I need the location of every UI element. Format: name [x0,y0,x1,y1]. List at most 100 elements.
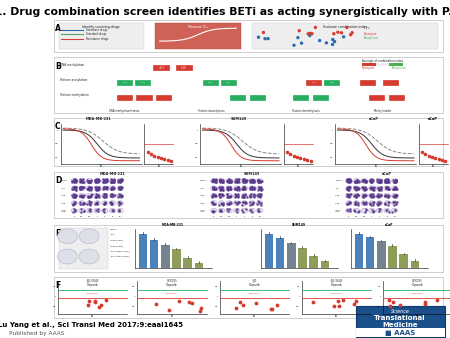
Point [258,179,265,184]
Point [257,193,264,199]
Point [209,187,216,192]
Bar [276,238,284,268]
Point [376,179,383,184]
Point [84,186,91,191]
Point [86,178,93,184]
Point [93,187,100,193]
Text: 1.5: 1.5 [296,286,300,287]
Point [369,187,377,193]
Point [212,193,219,198]
Point [111,178,118,183]
Point [80,200,87,206]
Point [391,202,398,207]
Text: 1: 1 [236,216,237,217]
Circle shape [256,178,263,183]
Circle shape [218,186,225,191]
Point [95,185,102,190]
Text: Fa: Fa [253,314,256,318]
Point [392,194,400,199]
Text: 0.83: 0.83 [330,82,334,83]
Point [392,177,400,183]
Point [85,186,92,192]
Point [103,191,110,197]
Circle shape [346,193,352,198]
Text: 1: 1 [216,296,218,297]
Point [70,202,77,208]
Point [250,177,257,183]
Point [234,207,241,212]
Point [369,177,376,183]
Bar [150,240,158,268]
Point [360,179,367,184]
Point [355,178,362,184]
Point [344,177,351,182]
Point [375,208,382,214]
Point [334,29,342,35]
Point [375,177,382,183]
Point [346,206,353,212]
Point [382,179,390,184]
Point [71,192,78,197]
Point [361,179,369,184]
Point [256,179,263,185]
Point [370,185,377,191]
Point [346,192,354,197]
Point [255,177,262,183]
Point [234,179,241,185]
Circle shape [109,208,116,213]
Point [116,199,123,205]
Point [376,186,383,191]
Text: Synergism: Synergism [166,293,178,294]
Point [346,200,353,206]
Point [212,177,219,183]
Point [217,178,225,184]
Point [80,192,87,198]
Point [255,34,262,40]
Point [209,200,216,206]
Point [116,179,123,185]
Bar [252,23,438,49]
Point [353,200,360,205]
Point [345,179,352,185]
Point [368,178,375,184]
Text: 0.85: 0.85 [208,82,213,83]
Point [340,34,347,40]
Circle shape [392,201,398,206]
Point [108,179,116,185]
Bar [156,95,172,101]
Point [209,193,216,199]
Point [219,193,226,198]
Point [85,199,92,204]
Point [354,186,361,191]
Point [391,187,398,192]
Text: 1: 1 [57,129,58,130]
Circle shape [102,186,108,191]
Bar [202,80,219,86]
Point [232,178,239,184]
Point [108,180,115,185]
Point [108,191,115,197]
Point [219,185,226,191]
Point [261,36,269,42]
Point [249,202,256,207]
Point [346,186,353,191]
Point [240,185,247,190]
Point [104,177,111,182]
Point [392,192,399,197]
Point [347,192,355,197]
Point [92,201,99,207]
Point [91,194,99,200]
Point [86,179,94,185]
Point [72,187,80,192]
Bar [54,20,443,52]
Point [116,177,123,183]
Point [352,179,360,185]
Point [70,177,77,182]
Circle shape [369,178,375,183]
Circle shape [211,178,217,183]
Bar [377,241,386,268]
Text: nCaP: nCaP [385,223,393,227]
Point [86,194,94,199]
Point [68,187,76,192]
Point [119,176,126,182]
